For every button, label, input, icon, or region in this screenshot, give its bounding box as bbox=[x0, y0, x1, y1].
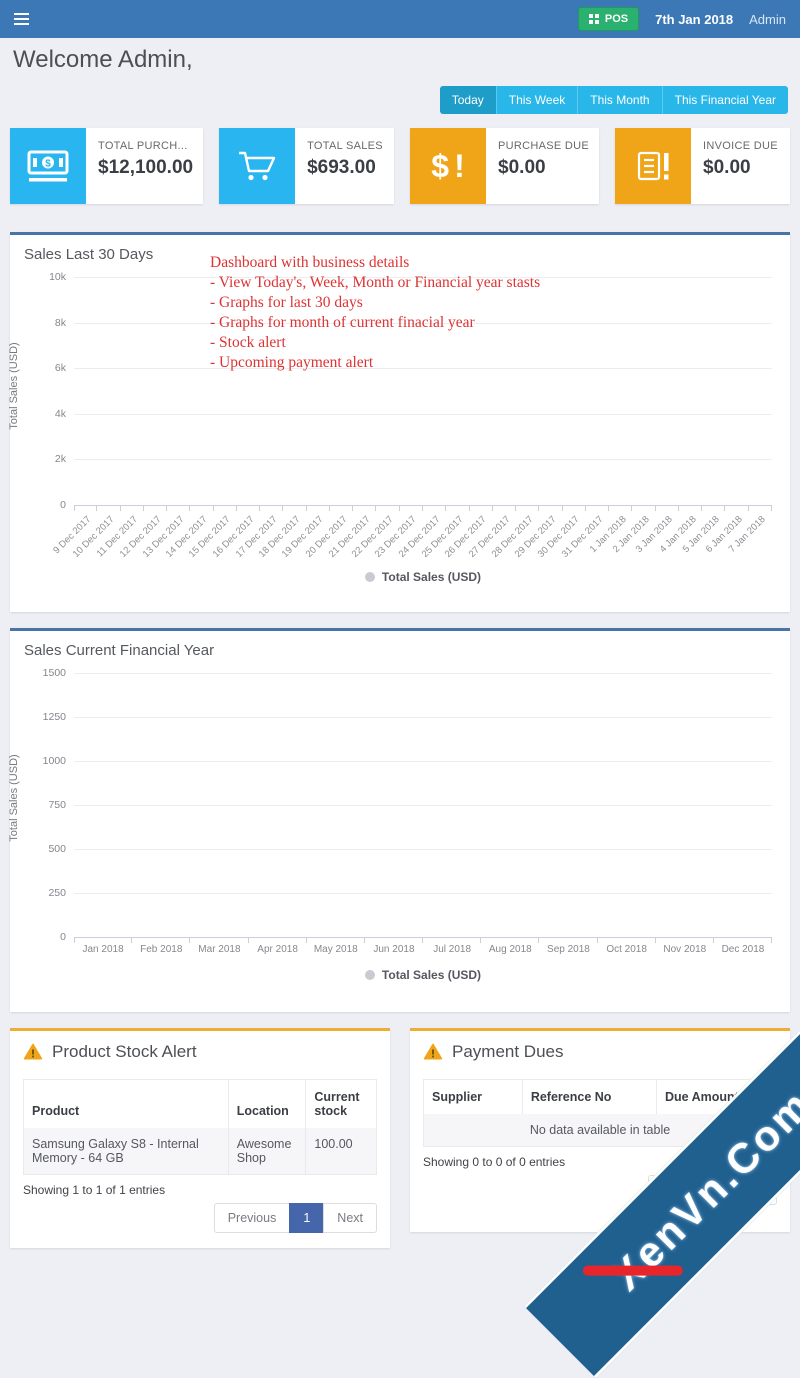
y-tick-label: 250 bbox=[48, 887, 66, 899]
card-total-sales[interactable]: TOTAL SALES $693.00 bbox=[219, 128, 395, 204]
column-header[interactable]: Product bbox=[23, 1079, 229, 1128]
y-tick-label: 500 bbox=[48, 842, 66, 855]
previous-page-button[interactable]: Previous bbox=[647, 1175, 725, 1205]
y-tick-label: 2k bbox=[54, 453, 66, 466]
stock-pagination: Previous 1 Next bbox=[23, 1203, 377, 1233]
top-navbar: POS 7th Jan 2018 Admin bbox=[0, 0, 800, 38]
x-tick-label: Jan 2018 bbox=[82, 944, 124, 955]
y-tick-label: 0 bbox=[60, 931, 66, 943]
panel-title: Payment Dues bbox=[452, 1042, 564, 1061]
sales-last-30-days-chart: 10k 8k 6k 4k 2k 0 Total Sales (USD) 9 Dec 2017 1… bbox=[8, 271, 772, 586]
y-tick-label: 1250 bbox=[42, 710, 66, 723]
date-filter-tabs: Today This Week This Month This Financial Y… bbox=[439, 86, 788, 114]
stat-cards-row: $ TOTAL PURCH... $12,100.00 TOTAL SALES … bbox=[10, 128, 790, 204]
y-tick-label: 750 bbox=[48, 799, 66, 811]
y-axis-label: Total Sales (USD) bbox=[8, 754, 20, 842]
x-tick-label: Dec 2018 bbox=[721, 944, 765, 955]
card-invoice-due[interactable]: INVOICE DUE $0.00 bbox=[615, 128, 790, 204]
stat-label: TOTAL SALES bbox=[307, 140, 383, 152]
table-summary: Showing 0 to 0 of 0 entries bbox=[423, 1155, 566, 1169]
stat-label: TOTAL PURCH... bbox=[98, 140, 188, 152]
column-header[interactable]: Due Amount bbox=[656, 1079, 778, 1114]
y-tick-label: 0 bbox=[60, 499, 66, 511]
svg-text:$: $ bbox=[45, 159, 51, 170]
sales-last-30-days-panel: Sales Last 30 Days Dashboard with busine… bbox=[8, 232, 790, 612]
previous-page-button[interactable]: Previous bbox=[213, 1203, 291, 1233]
pos-button[interactable]: POS bbox=[578, 7, 640, 31]
current-date: 7th Jan 2018 bbox=[655, 11, 734, 27]
next-page-button[interactable]: Next bbox=[323, 1203, 377, 1233]
payment-dues-table: Supplier Reference No Due Amount No data a… bbox=[423, 1079, 778, 1147]
stat-value: $693.00 bbox=[307, 157, 376, 178]
y-tick-label: 4k bbox=[54, 407, 66, 420]
sales-financial-year-panel: Sales Current Financial Year 1500 1250 100… bbox=[8, 628, 790, 1012]
x-tick-label: May 2018 bbox=[313, 944, 358, 955]
stat-value: $0.00 bbox=[498, 157, 546, 178]
next-page-button[interactable]: Next bbox=[723, 1175, 777, 1205]
x-tick-label: Nov 2018 bbox=[663, 944, 707, 955]
sales-financial-year-chart: 1500 1250 1000 750 500 250 0 Total Sales (USD) J… bbox=[8, 667, 773, 984]
invoice-alert-icon bbox=[615, 128, 692, 204]
x-tick-label: Aug 2018 bbox=[488, 944, 532, 955]
user-menu[interactable]: Admin bbox=[749, 11, 786, 27]
dollar-alert-icon: $! bbox=[410, 128, 487, 204]
table-summary: Showing 1 to 1 of 1 entries bbox=[23, 1183, 166, 1197]
table-cell: 100.00 bbox=[305, 1128, 377, 1175]
x-tick-label: Feb 2018 bbox=[140, 944, 183, 955]
money-bill-icon: $ bbox=[10, 128, 86, 204]
column-header[interactable]: Supplier bbox=[423, 1079, 523, 1114]
y-tick-label: 10k bbox=[49, 271, 66, 283]
stat-label: PURCHASE DUE bbox=[498, 140, 590, 152]
page-number-button[interactable]: 1 bbox=[289, 1203, 325, 1233]
page-title: Welcome Admin, bbox=[13, 46, 193, 73]
column-header[interactable]: Reference No bbox=[522, 1079, 657, 1114]
grid-icon bbox=[589, 14, 599, 24]
product-stock-alert-panel: Product Stock Alert Product Location Curre… bbox=[10, 1028, 390, 1248]
legend-marker-icon bbox=[364, 572, 375, 582]
pos-button-label: POS bbox=[604, 13, 629, 25]
table-cell: Awesome Shop bbox=[228, 1128, 307, 1175]
y-tick-label: 8k bbox=[54, 316, 66, 329]
y-tick-label: 6k bbox=[54, 362, 66, 375]
stat-value: $12,100.00 bbox=[98, 157, 194, 178]
filter-tab-this-week[interactable]: This Week bbox=[495, 86, 578, 114]
hamburger-menu-icon[interactable] bbox=[14, 13, 29, 25]
column-header[interactable]: Current stock bbox=[305, 1079, 377, 1128]
stat-value: $0.00 bbox=[703, 157, 751, 178]
table-row[interactable]: Samsung Galaxy S8 - Internal Memory - 64… bbox=[23, 1128, 377, 1175]
legend-marker-icon bbox=[364, 970, 375, 980]
y-axis-label: Total Sales (USD) bbox=[8, 341, 20, 430]
dues-pagination: Previous Next bbox=[423, 1175, 777, 1205]
table-cell: Samsung Galaxy S8 - Internal Memory - 64… bbox=[23, 1128, 229, 1175]
filter-tab-today[interactable]: Today bbox=[439, 86, 496, 114]
chart-title: Sales Last 30 Days bbox=[24, 246, 154, 263]
x-tick-label: Mar 2018 bbox=[198, 944, 241, 955]
column-header[interactable]: Location bbox=[228, 1079, 307, 1128]
warning-icon bbox=[423, 1043, 443, 1060]
warning-icon bbox=[23, 1043, 43, 1060]
chart-title: Sales Current Financial Year bbox=[24, 642, 215, 659]
legend-label: Total Sales (USD) bbox=[381, 968, 482, 982]
x-tick-label: Sep 2018 bbox=[547, 944, 590, 955]
y-tick-label: 1500 bbox=[42, 667, 66, 679]
y-tick-label: 1000 bbox=[42, 754, 66, 767]
card-total-purchase[interactable]: $ TOTAL PURCH... $12,100.00 bbox=[10, 128, 204, 204]
chart-legend: Total Sales (USD) bbox=[74, 966, 772, 984]
cart-icon bbox=[219, 128, 296, 204]
panel-title: Product Stock Alert bbox=[52, 1042, 197, 1061]
x-tick-label: Apr 2018 bbox=[257, 944, 298, 955]
x-tick-label: Jul 2018 bbox=[433, 944, 472, 955]
stat-label: INVOICE DUE bbox=[703, 140, 778, 152]
x-tick-label: Oct 2018 bbox=[606, 944, 647, 955]
card-purchase-due[interactable]: $! PURCHASE DUE $0.00 bbox=[410, 128, 600, 204]
empty-table-message: No data available in table bbox=[423, 1114, 777, 1147]
watermark-red-stroke bbox=[582, 1265, 683, 1276]
filter-tab-this-month[interactable]: This Month bbox=[577, 86, 662, 114]
chart-legend: Total Sales (USD) bbox=[74, 568, 772, 586]
legend-label: Total Sales (USD) bbox=[381, 570, 482, 584]
x-tick-label: Jun 2018 bbox=[373, 944, 415, 955]
payment-dues-panel: Payment Dues Supplier Reference No Due Amo… bbox=[410, 1028, 790, 1232]
filter-tab-this-financial-year[interactable]: This Financial Year bbox=[661, 86, 788, 114]
stock-alert-table: Product Location Current stock Samsung Gal… bbox=[23, 1079, 377, 1175]
